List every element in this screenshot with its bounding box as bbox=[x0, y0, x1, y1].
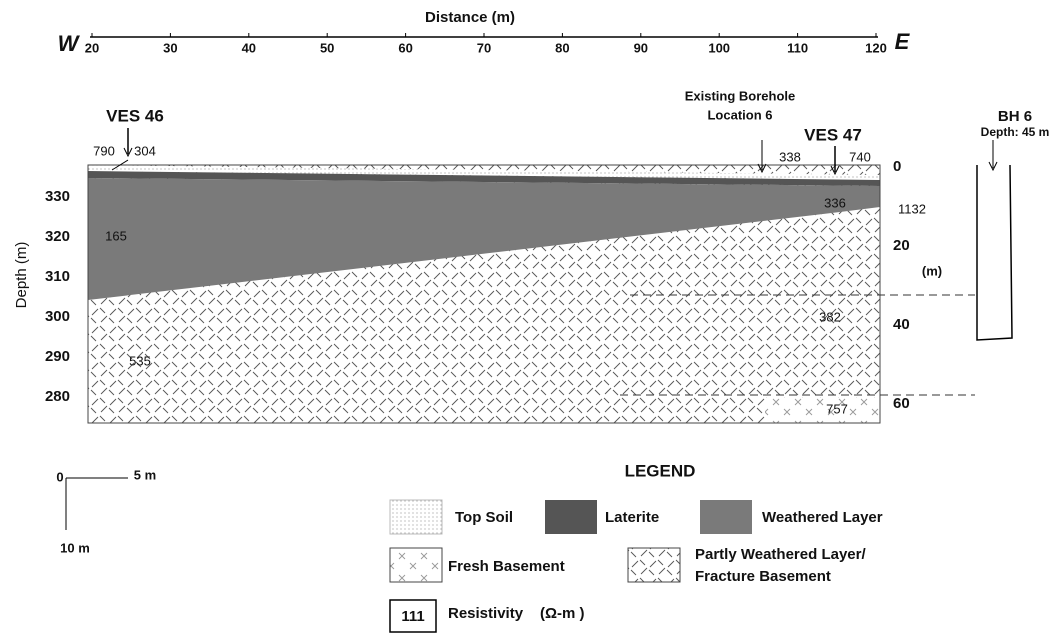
resistivity: 338 bbox=[779, 149, 801, 164]
east: E bbox=[895, 29, 911, 54]
y-tick-label: 310 bbox=[45, 268, 70, 285]
legend-label: Top Soil bbox=[455, 509, 513, 526]
depth-unit: (m) bbox=[922, 263, 942, 278]
legend-label: Fracture Basement bbox=[695, 568, 831, 585]
borehole bbox=[977, 165, 1012, 340]
legend-label: Fresh Basement bbox=[448, 558, 565, 575]
depth-tick-label: 0 bbox=[893, 158, 901, 175]
y-tick-label: 330 bbox=[45, 188, 70, 205]
ves-label: VES 46 bbox=[106, 106, 164, 125]
legend: LEGEND Top Soil Laterite Weathered Layer… bbox=[390, 461, 883, 632]
page: Distance (m) W E Depth (m) VES 46 790 30… bbox=[0, 0, 1058, 638]
y-tick-label: 280 bbox=[45, 388, 70, 405]
legend-title: LEGEND bbox=[625, 461, 696, 480]
legend-label: Weathered Layer bbox=[762, 509, 883, 526]
swatch bbox=[545, 500, 597, 534]
x-tick-label: 50 bbox=[320, 40, 334, 55]
resistivity: 790 bbox=[93, 143, 115, 158]
x-tick-label: 40 bbox=[242, 40, 256, 55]
legend-label: Laterite bbox=[605, 509, 659, 526]
swatch bbox=[390, 548, 442, 582]
resistivity: 1132 bbox=[898, 201, 926, 216]
legend-sample: 111 bbox=[401, 608, 424, 625]
swatch bbox=[390, 500, 442, 534]
legend-label: Resistivity bbox=[448, 605, 524, 622]
cross-section: Distance (m) W E Depth (m) VES 46 790 30… bbox=[0, 0, 1058, 633]
borehole-location: Existing Borehole bbox=[685, 88, 796, 103]
borehole-location: Location 6 bbox=[707, 107, 772, 122]
scale-v: 10 m bbox=[60, 540, 90, 555]
y-tick-label: 290 bbox=[45, 348, 70, 365]
scale-bar: 0 5 m 10 m bbox=[56, 467, 156, 555]
x-tick-label: 110 bbox=[787, 40, 808, 55]
x-tick-label: 80 bbox=[555, 40, 569, 55]
legend-label: Partly Weathered Layer/ bbox=[695, 546, 866, 563]
swatch bbox=[700, 500, 752, 534]
resistivity: 740 bbox=[849, 149, 871, 164]
depth-tick-label: 20 bbox=[893, 237, 910, 254]
resistivity: 304 bbox=[134, 143, 156, 158]
resistivity: 336 bbox=[824, 195, 846, 210]
resistivity: 535 bbox=[129, 353, 151, 368]
x-tick-label: 100 bbox=[708, 40, 730, 55]
resistivity: 165 bbox=[105, 228, 127, 243]
bh-label: BH 6 bbox=[998, 108, 1032, 125]
depth-tick-label: 40 bbox=[893, 316, 910, 333]
fresh-basement bbox=[765, 398, 880, 423]
resistivity: 757 bbox=[826, 401, 848, 416]
depth-title: Depth (m) bbox=[13, 242, 30, 309]
scale-origin: 0 bbox=[56, 469, 63, 484]
bh-depth: Depth: 45 m bbox=[981, 125, 1050, 139]
scale-h: 5 m bbox=[134, 467, 156, 482]
legend-label: (Ω-m ) bbox=[540, 605, 585, 622]
west: W bbox=[58, 31, 81, 56]
x-tick-label: 20 bbox=[85, 40, 99, 55]
y-tick-label: 320 bbox=[45, 228, 70, 245]
x-tick-label: 70 bbox=[477, 40, 491, 55]
y-tick-label: 300 bbox=[45, 308, 70, 325]
x-tick-label: 60 bbox=[398, 40, 412, 55]
axis-title: Distance (m) bbox=[425, 9, 515, 26]
ves-label: VES 47 bbox=[804, 125, 862, 144]
swatch bbox=[628, 548, 680, 582]
x-tick-label: 90 bbox=[634, 40, 648, 55]
x-tick-label: 30 bbox=[163, 40, 177, 55]
x-tick-label: 120 bbox=[865, 40, 887, 55]
depth-tick-label: 60 bbox=[893, 395, 910, 412]
resistivity: 382 bbox=[819, 309, 841, 324]
